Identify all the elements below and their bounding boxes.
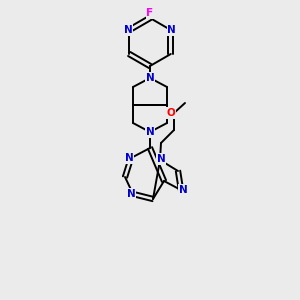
Text: N: N: [146, 73, 154, 83]
Text: F: F: [146, 8, 154, 18]
Text: N: N: [124, 25, 133, 35]
Text: N: N: [127, 189, 135, 199]
Text: N: N: [157, 154, 165, 164]
Text: O: O: [167, 108, 176, 118]
Text: N: N: [146, 127, 154, 137]
Text: N: N: [167, 25, 176, 35]
Text: N: N: [178, 185, 188, 195]
Text: N: N: [124, 153, 134, 163]
